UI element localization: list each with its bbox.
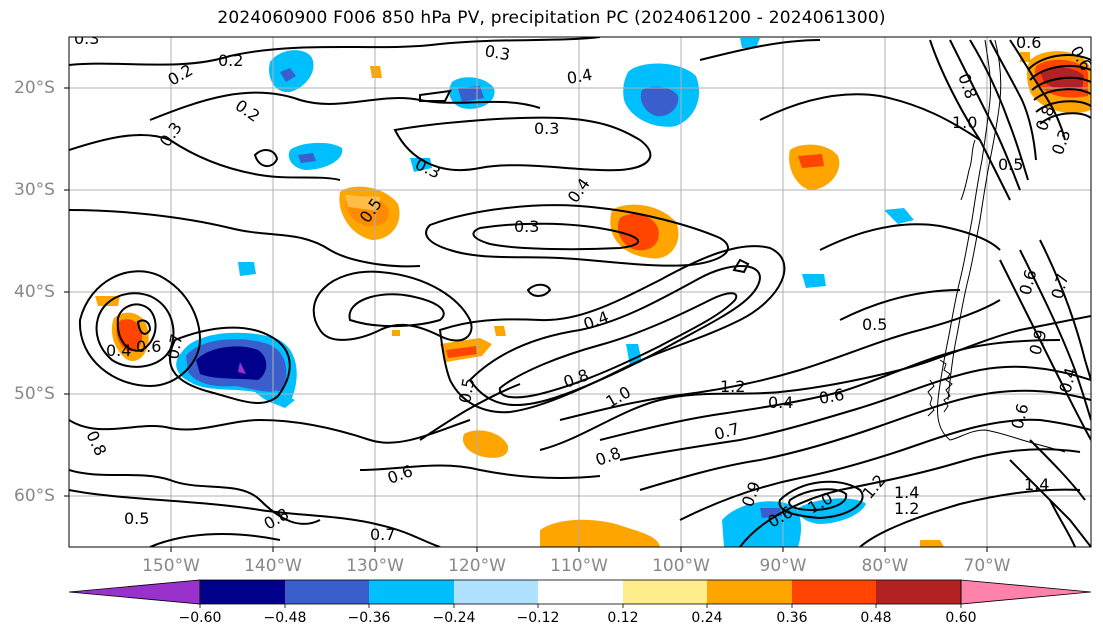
contour-label: 0.3 [483,41,511,64]
coastline [927,39,1066,453]
colorbar-tick-label: −0.48 [263,610,307,626]
contour-label: 0.5 [998,155,1023,174]
precipitation-shading [95,38,1091,547]
contour-label: 0.4 [564,175,594,207]
contour-label: 0.3 [156,119,186,151]
contour-label: 0.7 [163,332,186,360]
colorbar-extend-low [68,579,201,605]
lon-tick-label: 130°W [346,556,404,576]
contour-label: 0.5 [124,509,149,528]
contour-label: 1.0 [603,382,635,411]
contour-label: 0.6 [385,461,415,488]
colorbar-segment [876,580,961,604]
colorbar-segment [623,580,707,604]
colorbar-extend-high [960,579,1092,605]
colorbar-tick-label: −0.12 [516,610,560,626]
contour-label: 0.3 [74,29,99,48]
contour-label: 1.2 [894,499,919,518]
contour-label: 0.2 [232,96,264,126]
contour-label: 0.8 [593,443,623,470]
contour-label: 0.5 [862,315,887,334]
lon-tick-label: 140°W [244,556,302,576]
contour-label: 0.4 [768,393,793,412]
contour-label: 0.6 [136,337,161,356]
contour-label: 0.4 [565,65,593,88]
lat-tick-label: 50°S [14,384,55,404]
colorbar-tick-label: 0.48 [860,610,892,626]
contour-label: 0.6 [1008,402,1033,432]
contour-label: 0.6 [1016,33,1041,52]
colorbar-tick-label: 0.12 [607,610,639,626]
contour-label: 0.3 [534,119,559,138]
colorbar-tick-label: −0.24 [432,610,476,626]
lon-tick-label: 150°W [142,556,200,576]
lat-tick-label: 30°S [14,180,55,200]
contour-label: 0.6 [817,385,845,408]
contour-label: 1.0 [952,113,977,132]
lon-tick-label: 90°W [759,556,807,576]
colorbar-tick-label: −0.60 [178,610,222,626]
contour-label: 0.5 [455,376,478,404]
lon-tick-label: 80°W [861,556,909,576]
colorbar-segment [454,580,538,604]
contour-label: 0.8 [261,504,293,533]
contour-label: 0.2 [218,51,243,70]
contour-label: 1.4 [1024,475,1049,494]
colorbar-tick-label: −0.36 [347,610,391,626]
lat-tick-label: 40°S [14,282,55,302]
contour-label: 0.4 [581,307,611,334]
contour-label: 0.3 [1048,127,1075,157]
contour-label: 0.8 [954,71,981,101]
colorbar-segment [285,580,369,604]
contour-label: 0.6 [1016,268,1041,298]
contour-label: 0.8 [561,365,591,392]
pv-contours [69,37,1091,547]
colorbar [68,579,1092,608]
colorbar-segment [200,580,285,604]
contour-label: 0.7 [370,525,395,544]
contour-label: 0.3 [514,217,539,236]
contour-label: 0.8 [82,428,110,459]
contour-label: 1.2 [720,377,745,396]
lat-tick-label: 20°S [14,78,55,98]
colorbar-segment [538,580,623,604]
lat-tick-label: 60°S [14,486,55,506]
lon-tick-label: 110°W [550,556,608,576]
colorbar-segment [707,580,792,604]
colorbar-segment [369,580,454,604]
contour-label: 0.4 [1056,366,1081,396]
colorbar-segment [792,580,876,604]
lon-tick-label: 70°W [963,556,1011,576]
map-title: 2024060900 F006 850 hPa PV, precipitatio… [217,8,886,28]
colorbar-tick-label: 0.36 [776,610,808,626]
contour-label: 0.4 [106,341,131,360]
colorbar-tick-label: 0.24 [691,610,723,626]
contour-label: 1.4 [894,483,919,502]
graticule [69,37,1091,547]
colorbar-tick-label: 0.60 [945,610,977,626]
lon-tick-label: 120°W [448,556,506,576]
contour-label: 0.7 [1048,272,1073,302]
lon-tick-label: 100°W [652,556,710,576]
